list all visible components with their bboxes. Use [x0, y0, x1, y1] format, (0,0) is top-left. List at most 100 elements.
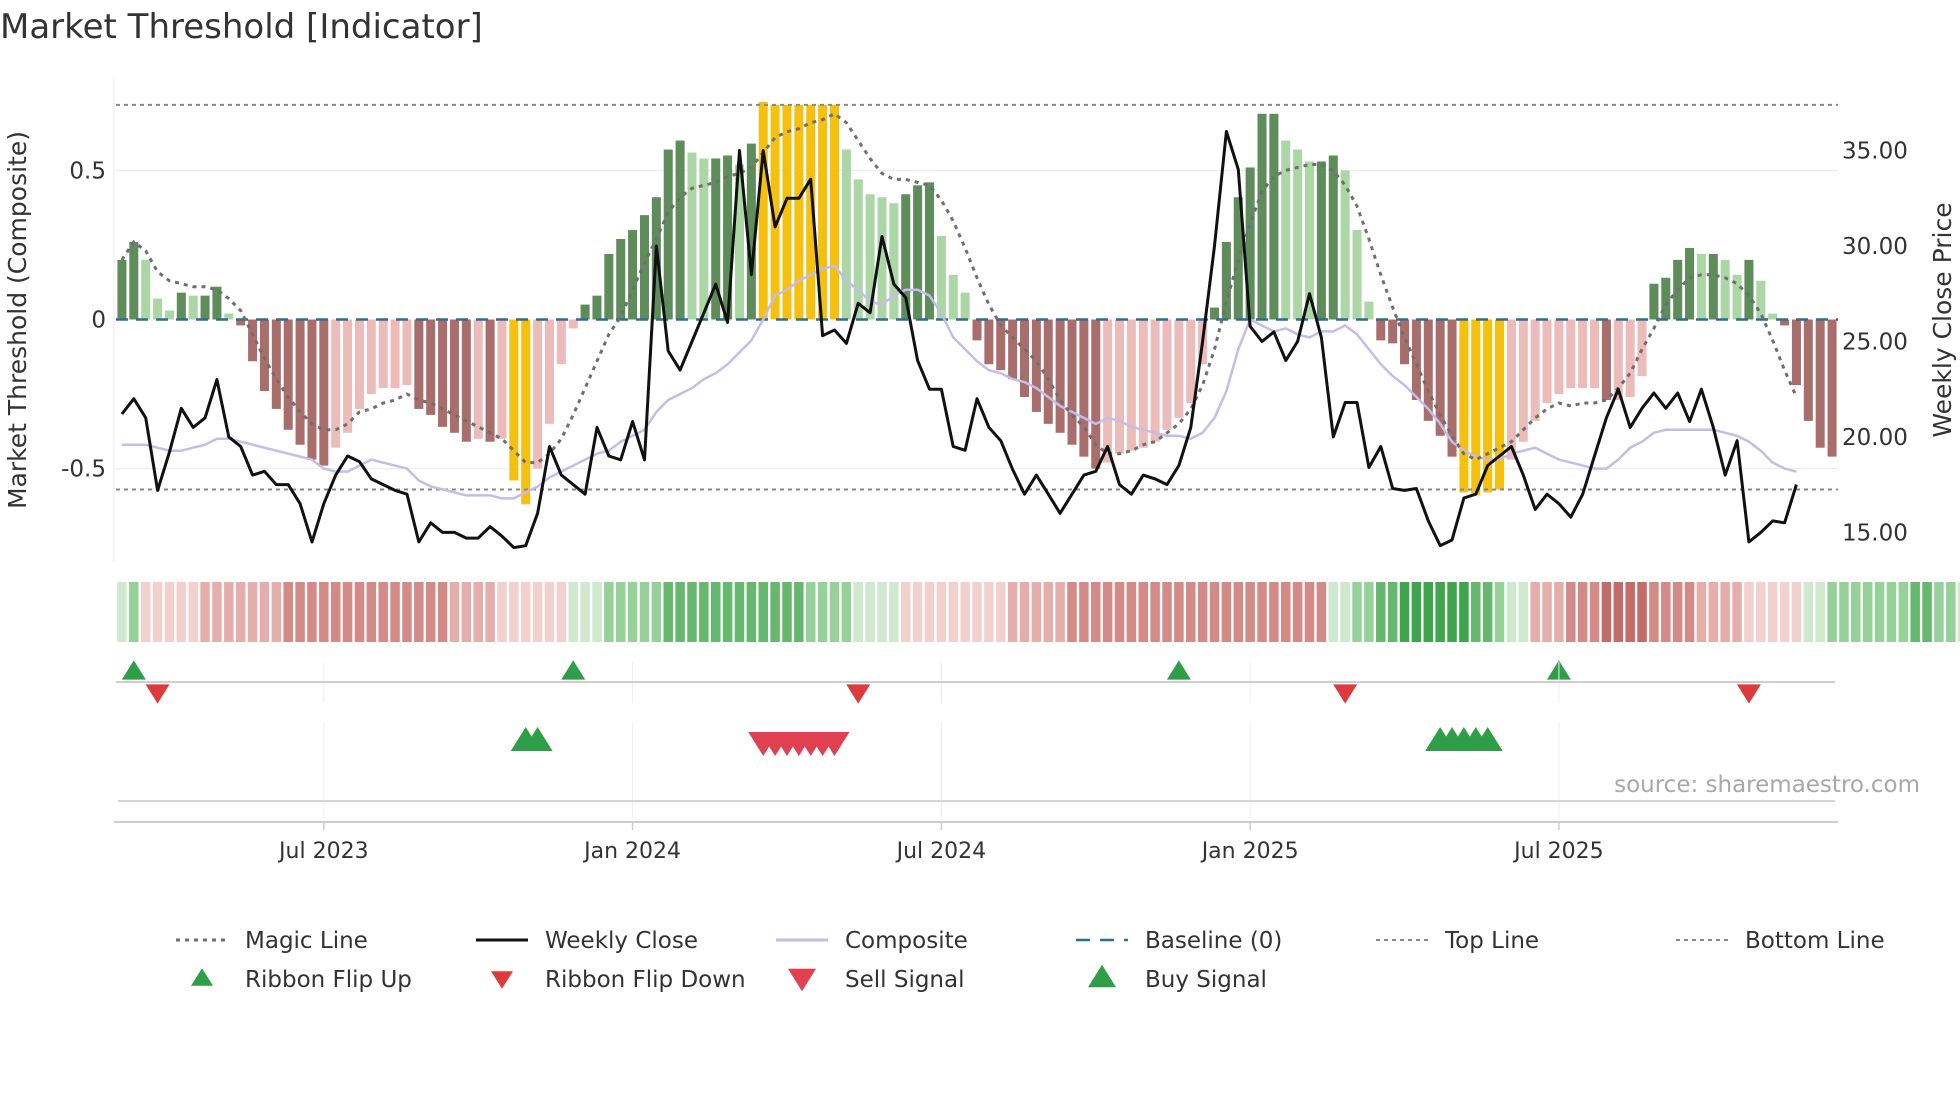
ribbon-cell — [877, 582, 887, 642]
ribbon-cell — [425, 582, 436, 642]
ribbon-cell — [1613, 582, 1624, 642]
legend-label: Baseline (0) — [1145, 928, 1282, 954]
ribbon-cell — [1803, 582, 1814, 642]
legend-swatch — [191, 968, 213, 986]
ribbon-cell — [1744, 582, 1754, 642]
composite-bar — [1518, 319, 1528, 442]
ribbon-cell — [1435, 582, 1445, 642]
composite-bar — [1554, 319, 1564, 395]
ribbon-cell — [1506, 582, 1517, 642]
x-tick-label: Jul 2025 — [1512, 839, 1604, 864]
composite-bar — [1079, 319, 1089, 457]
ribbon-cell — [615, 582, 626, 642]
composite-bar — [1091, 319, 1101, 469]
right-tick-label: 25.00 — [1842, 329, 1908, 355]
composite-bar — [1732, 274, 1742, 320]
composite-bar — [1613, 319, 1623, 400]
composite-bar — [331, 319, 341, 448]
ribbon-cell — [271, 582, 282, 642]
ribbon-cell — [1067, 582, 1077, 642]
left-tick-label: 0 — [91, 308, 106, 334]
composite-bar — [711, 158, 721, 320]
ribbon-cell — [532, 582, 543, 642]
ribbon-cell — [342, 582, 353, 642]
ribbon-cell — [1732, 582, 1742, 642]
x-tick-label: Jan 2025 — [1200, 839, 1299, 864]
ribbon-cell — [1910, 582, 1920, 642]
composite-bar — [1174, 319, 1184, 418]
composite-bar — [556, 319, 566, 365]
composite-bar — [723, 155, 733, 320]
ribbon-cell — [1102, 582, 1113, 642]
ribbon-cell — [817, 582, 828, 642]
ribbon-cell — [1174, 582, 1184, 642]
ribbon-cell — [1091, 582, 1101, 642]
ribbon-cell — [1150, 582, 1160, 642]
composite-bar — [164, 310, 174, 320]
legend-label: Sell Signal — [845, 967, 965, 993]
composite-bar — [307, 319, 317, 460]
ribbon-cell — [437, 582, 448, 642]
composite-bar — [616, 239, 626, 320]
legend-label: Composite — [845, 928, 968, 954]
composite-bar — [663, 149, 673, 320]
ribbon-cell — [1589, 582, 1600, 642]
composite-bar — [1376, 319, 1386, 341]
ribbon-cell — [1043, 582, 1054, 642]
composite-bar — [141, 259, 151, 320]
legend-item-buy-signal: Buy Signal — [1088, 964, 1267, 993]
ribbon-flip-down-marker — [145, 684, 170, 704]
ribbon-cell — [1791, 582, 1802, 642]
ribbon-cell — [972, 582, 982, 642]
composite-bar — [1506, 319, 1516, 460]
composite-bar — [1019, 319, 1030, 398]
composite-bar — [1103, 319, 1113, 463]
legend-item-bottom-line: Bottom Line — [1676, 928, 1885, 954]
composite-bar — [1055, 319, 1065, 433]
ribbon-cell — [176, 582, 187, 642]
composite-bar — [1364, 301, 1374, 320]
ribbon-cell — [485, 582, 495, 642]
ribbon-cell — [1577, 582, 1588, 642]
composite-bar — [628, 230, 638, 320]
composite-bar — [1400, 319, 1410, 365]
signal-panel — [510, 727, 1503, 756]
weekly-close-line — [120, 130, 1798, 550]
composite-bar — [414, 319, 424, 409]
legend-swatch — [1088, 964, 1116, 988]
composite-bar — [271, 319, 281, 409]
composite-bar — [1637, 319, 1647, 377]
ribbon-flip-down-marker — [846, 684, 871, 704]
ribbon-cell — [129, 582, 139, 642]
legend-item-top-line: Top Line — [1376, 928, 1539, 954]
composite-bar — [1150, 319, 1160, 442]
buy-signal-marker — [1472, 727, 1503, 751]
ribbon-cell — [212, 582, 222, 642]
ribbon-cell — [1423, 582, 1434, 642]
composite-bar — [176, 292, 186, 320]
composite-bar — [544, 319, 554, 424]
ribbon-cell — [1946, 582, 1956, 642]
legend-item-sell-signal: Sell Signal — [788, 967, 965, 993]
composite-bar — [1803, 319, 1813, 421]
ribbon-cell — [841, 582, 852, 642]
composite-bar — [1483, 319, 1493, 493]
ribbon-cell — [390, 582, 400, 642]
composite-bar — [1245, 167, 1255, 320]
ribbon-cell — [900, 582, 911, 642]
composite-bar — [1352, 230, 1362, 320]
ribbon-flip-down-marker — [1333, 684, 1358, 704]
composite-bar — [1067, 319, 1077, 445]
composite-bar — [972, 319, 982, 341]
ribbon-cell — [1934, 582, 1944, 642]
ribbon-cell — [1637, 582, 1647, 642]
ribbon-cell — [960, 582, 970, 642]
ribbon-cell — [509, 582, 519, 642]
ribbon-cell — [1767, 582, 1778, 642]
ribbon-cell — [414, 582, 424, 642]
composite-bar — [1269, 113, 1279, 320]
composite-bar — [1043, 319, 1053, 424]
ribbon-cell — [319, 582, 329, 642]
composite-bar — [889, 203, 899, 320]
